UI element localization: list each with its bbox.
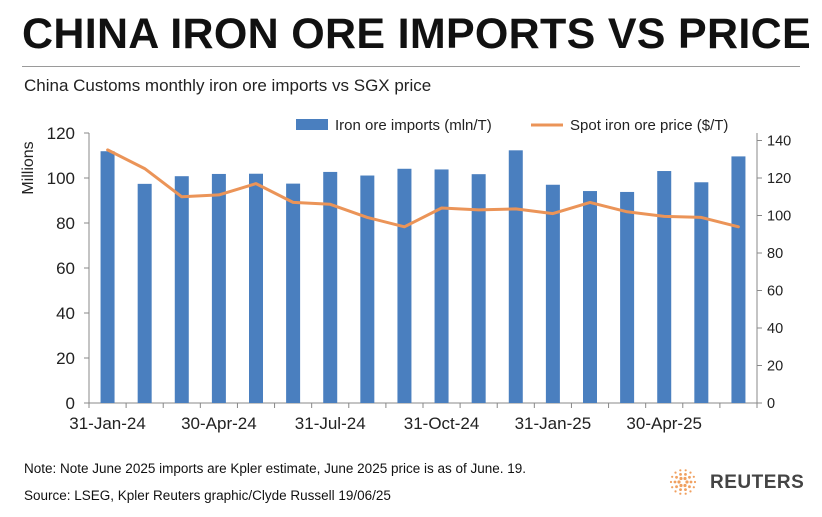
logo-dot [692,475,695,478]
import-bar [211,173,226,403]
left-tick-label: 40 [56,304,75,323]
import-bar [471,174,486,403]
x-tick-label: 31-Jul-24 [295,414,366,433]
chart-subtitle: China Customs monthly iron ore imports v… [24,76,432,95]
right-tick-label: 20 [767,359,783,375]
x-tick-label: 30-Apr-25 [626,414,702,433]
reuters-logo-text: REUTERS [710,472,805,493]
right-tick-label: 0 [767,396,775,412]
import-bar [545,184,560,403]
logo-dot [688,485,691,489]
reuters-logo-icon [669,469,697,495]
logo-dot [679,488,682,492]
logo-dot [679,492,682,495]
logo-dot [688,475,691,479]
logo-dot [689,471,692,474]
left-tick-label: 80 [56,214,75,233]
import-bar [286,183,301,403]
logo-dot [674,490,677,493]
legend-label-imports: Iron ore imports (mln/T) [335,117,492,134]
logo-dot [692,486,695,489]
logo-dot [684,492,687,495]
logo-dot [671,475,674,478]
import-bar [694,182,709,403]
chart-area: 0 20 40 60 80 100 120 0 20 40 60 80 100 120 140 Million… [20,117,791,433]
logo-dot [675,475,678,479]
logo-dot [684,472,687,476]
import-bar [583,191,597,403]
logo-dot [677,480,681,484]
logo-dot [679,472,682,476]
legend-label-price: Spot iron ore price ($/T) [570,117,728,134]
chart-title: CHINA IRON ORE IMPORTS VS PRICE [22,10,811,58]
price-line [106,148,740,229]
left-tick-label: 0 [66,394,75,413]
right-tick-label: 60 [767,284,783,300]
logo-dot [673,480,677,484]
logo-dot [683,476,687,481]
logo-dot [671,486,674,489]
right-tick-label: 40 [767,321,783,337]
left-tick-label: 60 [56,259,75,278]
legend-swatch-imports [296,119,328,130]
import-bar [397,168,412,403]
logo-dot [674,471,677,474]
import-bar [100,151,115,403]
source-credit: Source: LSEG, Kpler Reuters graphic/Clyd… [24,488,391,503]
import-bar [249,173,263,403]
logo-dot [679,483,683,488]
y-axis-label: Millions [20,141,37,194]
logo-dot [684,488,687,492]
left-tick-label: 100 [47,169,75,188]
x-tick-label: 31-Oct-24 [404,414,480,433]
import-bar [620,191,635,403]
import-bar [508,150,523,403]
x-tick-label: 31-Jan-24 [69,414,146,433]
import-bar [174,176,189,403]
import-bar [137,183,152,403]
logo-dot [683,483,687,488]
import-bar [657,171,672,403]
x-tick-label: 30-Apr-24 [181,414,257,433]
right-tick-label: 80 [767,246,783,262]
import-bar [434,169,449,403]
right-tick-label: 120 [767,171,791,187]
logo-dot [679,469,682,472]
import-bar [360,175,375,403]
left-tick-label: 120 [47,124,75,143]
import-bar [323,171,338,403]
logo-dot [693,480,697,484]
logo-dot [685,480,689,484]
logo-dot [679,476,683,481]
import-bar [731,156,746,403]
logo-dot [675,485,678,489]
left-tick-label: 20 [56,349,75,368]
title-divider [22,66,800,67]
right-tick-label: 140 [767,134,791,150]
right-tick-label: 100 [767,209,791,225]
x-tick-label: 31-Jan-25 [515,414,592,433]
footnote: Note: Note June 2025 imports are Kpler e… [24,461,527,476]
logo-dot [689,480,693,484]
logo-dot [669,480,673,484]
logo-dot [689,490,692,493]
logo-dot [684,469,687,472]
